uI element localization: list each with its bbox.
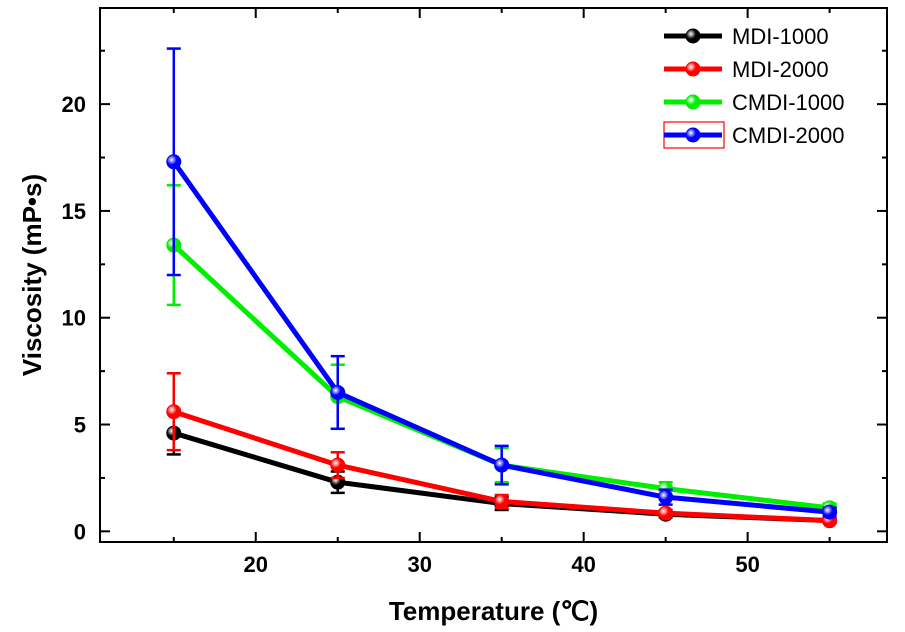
- x-tick-label: 30: [407, 552, 431, 577]
- plot-frame: [99, 7, 888, 543]
- y-tick-label: 0: [74, 519, 86, 544]
- data-point: [822, 504, 838, 520]
- legend-label: CMDI-2000: [732, 123, 844, 148]
- axes: [99, 7, 888, 543]
- data-point: [330, 384, 346, 400]
- x-tick-label: 50: [735, 552, 759, 577]
- y-axis-title: Viscosity (mP•s): [17, 174, 47, 376]
- legend-item: CMDI-1000: [664, 90, 844, 115]
- legend-item: MDI-1000: [664, 24, 829, 49]
- data-point: [330, 457, 346, 473]
- legend-item: MDI-2000: [664, 57, 829, 82]
- data-point: [494, 457, 510, 473]
- x-axis-title: Temperature (℃): [389, 596, 598, 626]
- series-mdi-2000: [166, 372, 838, 529]
- x-ticks: 20 30 40 50: [172, 8, 831, 577]
- legend-swatch-marker: [685, 127, 701, 143]
- data-point: [166, 404, 182, 420]
- legend: MDI-1000 MDI-2000 CMDI-1000 CMDI-2000: [663, 24, 844, 149]
- plot-area: [166, 47, 838, 529]
- legend-swatch-marker: [685, 61, 701, 77]
- legend-swatch-marker: [685, 28, 701, 44]
- data-point: [494, 493, 510, 509]
- y-ticks: 0 5 10 15 20: [62, 49, 887, 544]
- y-tick-label: 5: [74, 413, 86, 438]
- legend-label: MDI-1000: [732, 24, 829, 49]
- legend-label: CMDI-1000: [732, 90, 844, 115]
- data-point: [658, 505, 674, 521]
- legend-swatch-marker: [685, 94, 701, 110]
- data-point: [166, 154, 182, 170]
- y-tick-label: 10: [62, 306, 86, 331]
- data-point: [658, 489, 674, 505]
- y-tick-label: 15: [62, 199, 86, 224]
- legend-item: CMDI-2000: [663, 121, 844, 149]
- y-tick-label: 20: [62, 92, 86, 117]
- series-cmdi-2000: [166, 47, 838, 520]
- x-tick-label: 20: [244, 552, 268, 577]
- x-tick-label: 40: [571, 552, 595, 577]
- legend-label: MDI-2000: [732, 57, 829, 82]
